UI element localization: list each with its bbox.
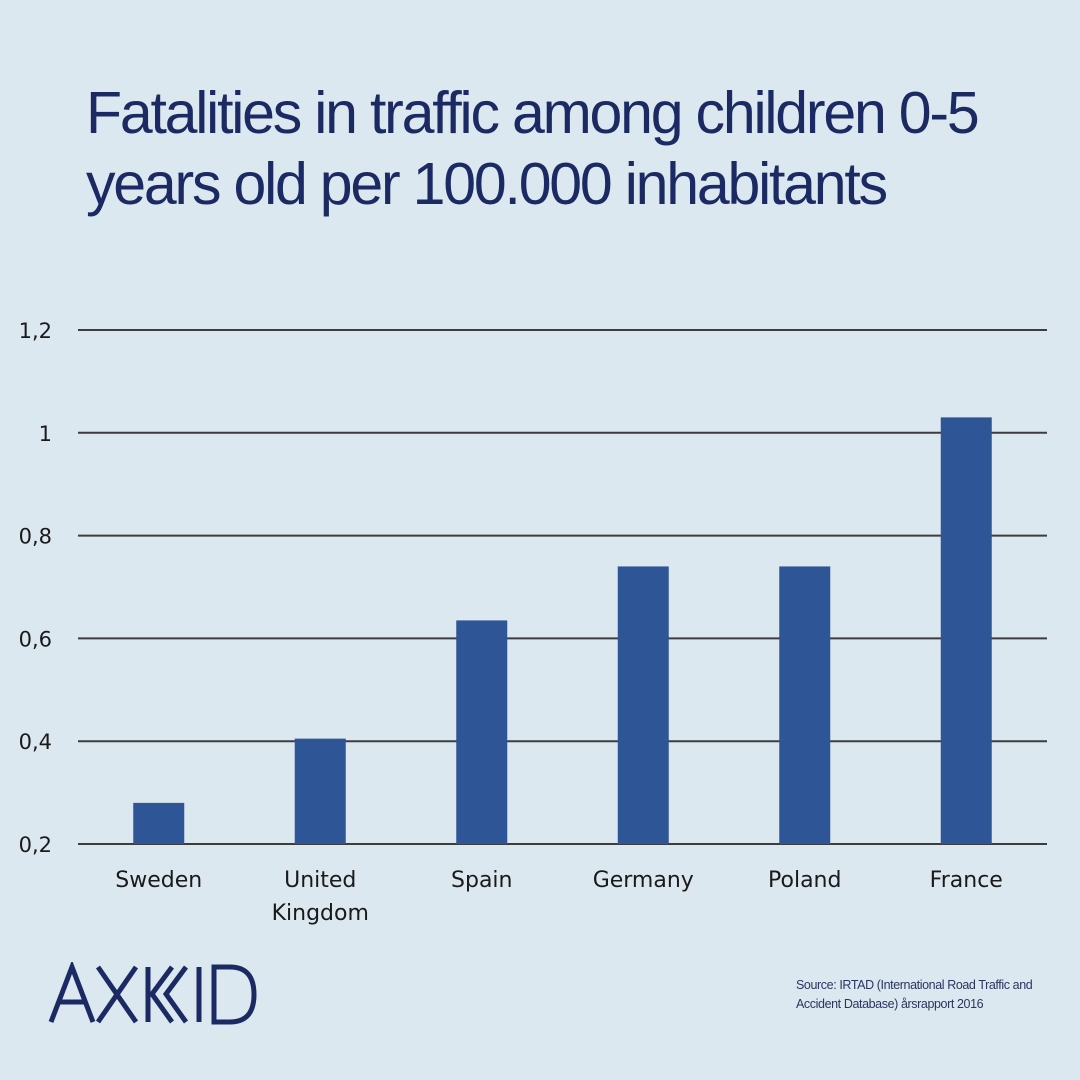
- x-axis-category-labels: Sweden United Kingdom Spain Germany Poland Fra…: [115, 868, 1003, 926]
- x-category-label: France: [930, 868, 1003, 893]
- x-category-label: Germany: [593, 868, 694, 893]
- chart-title: Fatalities in traffic among children 0-5…: [86, 80, 980, 217]
- bar-sweden: [133, 802, 185, 844]
- x-category-label: Sweden: [115, 868, 202, 893]
- bar-france: [940, 417, 992, 844]
- x-category-label: United Kingdom: [272, 868, 369, 926]
- bars: [133, 417, 992, 844]
- bar-united-kingdom: [294, 738, 346, 844]
- axkid-logo: [48, 962, 257, 1025]
- y-tick-label: 0,8: [19, 525, 52, 549]
- x-category-label: Spain: [451, 868, 512, 893]
- source-note: Source: IRTAD (International Road Traffi…: [796, 978, 1033, 1011]
- y-tick-label: 1,2: [19, 319, 52, 343]
- y-tick-label: 0,4: [19, 730, 52, 754]
- bar-poland: [779, 566, 831, 844]
- bar-spain: [456, 620, 508, 844]
- bar-germany: [617, 566, 669, 844]
- y-axis-tick-labels: 0,2 0,4 0,6 0,8 1 1,2: [19, 319, 52, 857]
- y-tick-label: 0,6: [19, 627, 52, 651]
- y-tick-label: 0,2: [19, 833, 52, 857]
- x-category-label: Poland: [768, 868, 841, 893]
- gridlines: [78, 329, 1047, 845]
- y-tick-label: 1: [39, 422, 52, 446]
